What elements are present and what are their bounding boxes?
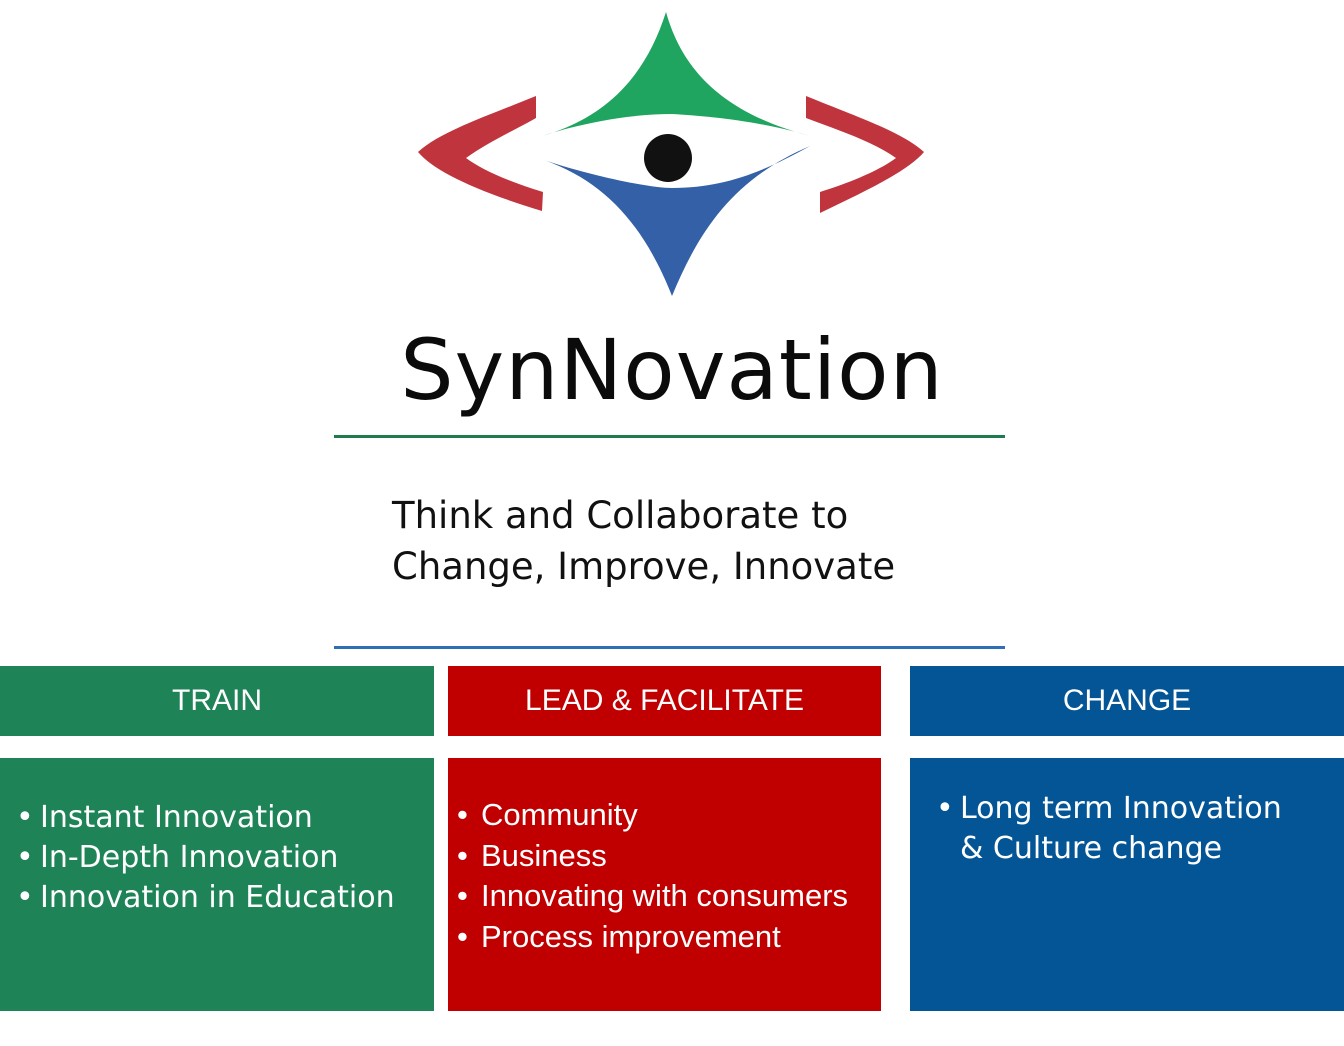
- list-item: In-Depth Innovation: [16, 838, 434, 878]
- brand-name: SynNovation: [400, 321, 944, 419]
- change-box: Long term Innovation & Culture change: [910, 758, 1344, 1011]
- logo-left-chevron-icon: [418, 96, 543, 211]
- tagline-line-1: Think and Collaborate to: [392, 494, 849, 537]
- list-item: Process improvement: [457, 917, 881, 958]
- logo-blue-valley-icon: [538, 146, 810, 296]
- logo-green-peak-icon: [542, 12, 810, 136]
- tagline-line-2: Change, Improve, Innovate: [392, 545, 896, 588]
- synnovation-logo-icon: [418, 12, 924, 296]
- train-box: Instant Innovation In-Depth Innovation I…: [0, 758, 434, 1011]
- train-list: Instant Innovation In-Depth Innovation I…: [0, 758, 434, 918]
- list-item: Community: [457, 795, 881, 836]
- top-divider: [334, 435, 1005, 438]
- change-list: Long term Innovation & Culture change: [910, 758, 1344, 869]
- list-item: Business: [457, 836, 881, 877]
- lead-facilitate-list: Community Business Innovating with consu…: [448, 758, 881, 957]
- change-heading: CHANGE: [910, 666, 1344, 736]
- bottom-divider: [334, 646, 1005, 649]
- logo-eye-icon: [644, 134, 692, 182]
- list-item: Innovating with consumers: [457, 876, 881, 917]
- lead-facilitate-box: Community Business Innovating with consu…: [448, 758, 881, 1011]
- list-item: Long term Innovation & Culture change: [936, 789, 1344, 869]
- lead-facilitate-heading: LEAD & FACILITATE: [448, 666, 881, 736]
- list-item: Instant Innovation: [16, 798, 434, 838]
- logo-right-chevron-icon: [806, 96, 924, 213]
- list-item: Innovation in Education: [16, 878, 434, 918]
- tagline: Think and Collaborate to Change, Improve…: [392, 490, 895, 592]
- train-heading: TRAIN: [0, 666, 434, 736]
